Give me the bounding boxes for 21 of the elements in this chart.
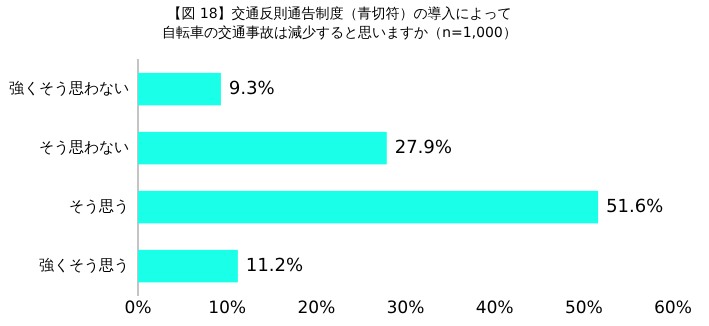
bar bbox=[138, 72, 221, 106]
y-tick-label: 強くそう思わない bbox=[9, 78, 129, 97]
data-label: 11.2% bbox=[246, 254, 304, 276]
x-tick-label: 20% bbox=[297, 298, 336, 318]
bar bbox=[138, 190, 598, 224]
x-tick-label: 30% bbox=[386, 298, 424, 318]
data-label: 9.3% bbox=[228, 78, 275, 99]
chart-title: 【図 18】交通反則通告制度（青切符）の導入によって bbox=[167, 6, 512, 22]
x-tick-label: 50% bbox=[564, 298, 603, 318]
data-label: 51.6% bbox=[606, 196, 664, 217]
y-tick-label: そう思う bbox=[69, 196, 129, 215]
bar bbox=[138, 132, 387, 164]
y-tick-label: 強くそう思う bbox=[39, 256, 129, 274]
x-tick-label: 10% bbox=[208, 298, 246, 318]
bar bbox=[138, 250, 238, 282]
chart-subtitle: 自転車の交通事故は減少すると思いますか（n=1,000） bbox=[162, 24, 517, 41]
y-tick-label: そう思わない bbox=[39, 138, 129, 156]
x-tick-label: 40% bbox=[476, 298, 514, 318]
data-label: 27.9% bbox=[394, 136, 452, 158]
x-tick-label: 0% bbox=[124, 298, 152, 318]
x-tick-label: 60% bbox=[654, 298, 692, 318]
